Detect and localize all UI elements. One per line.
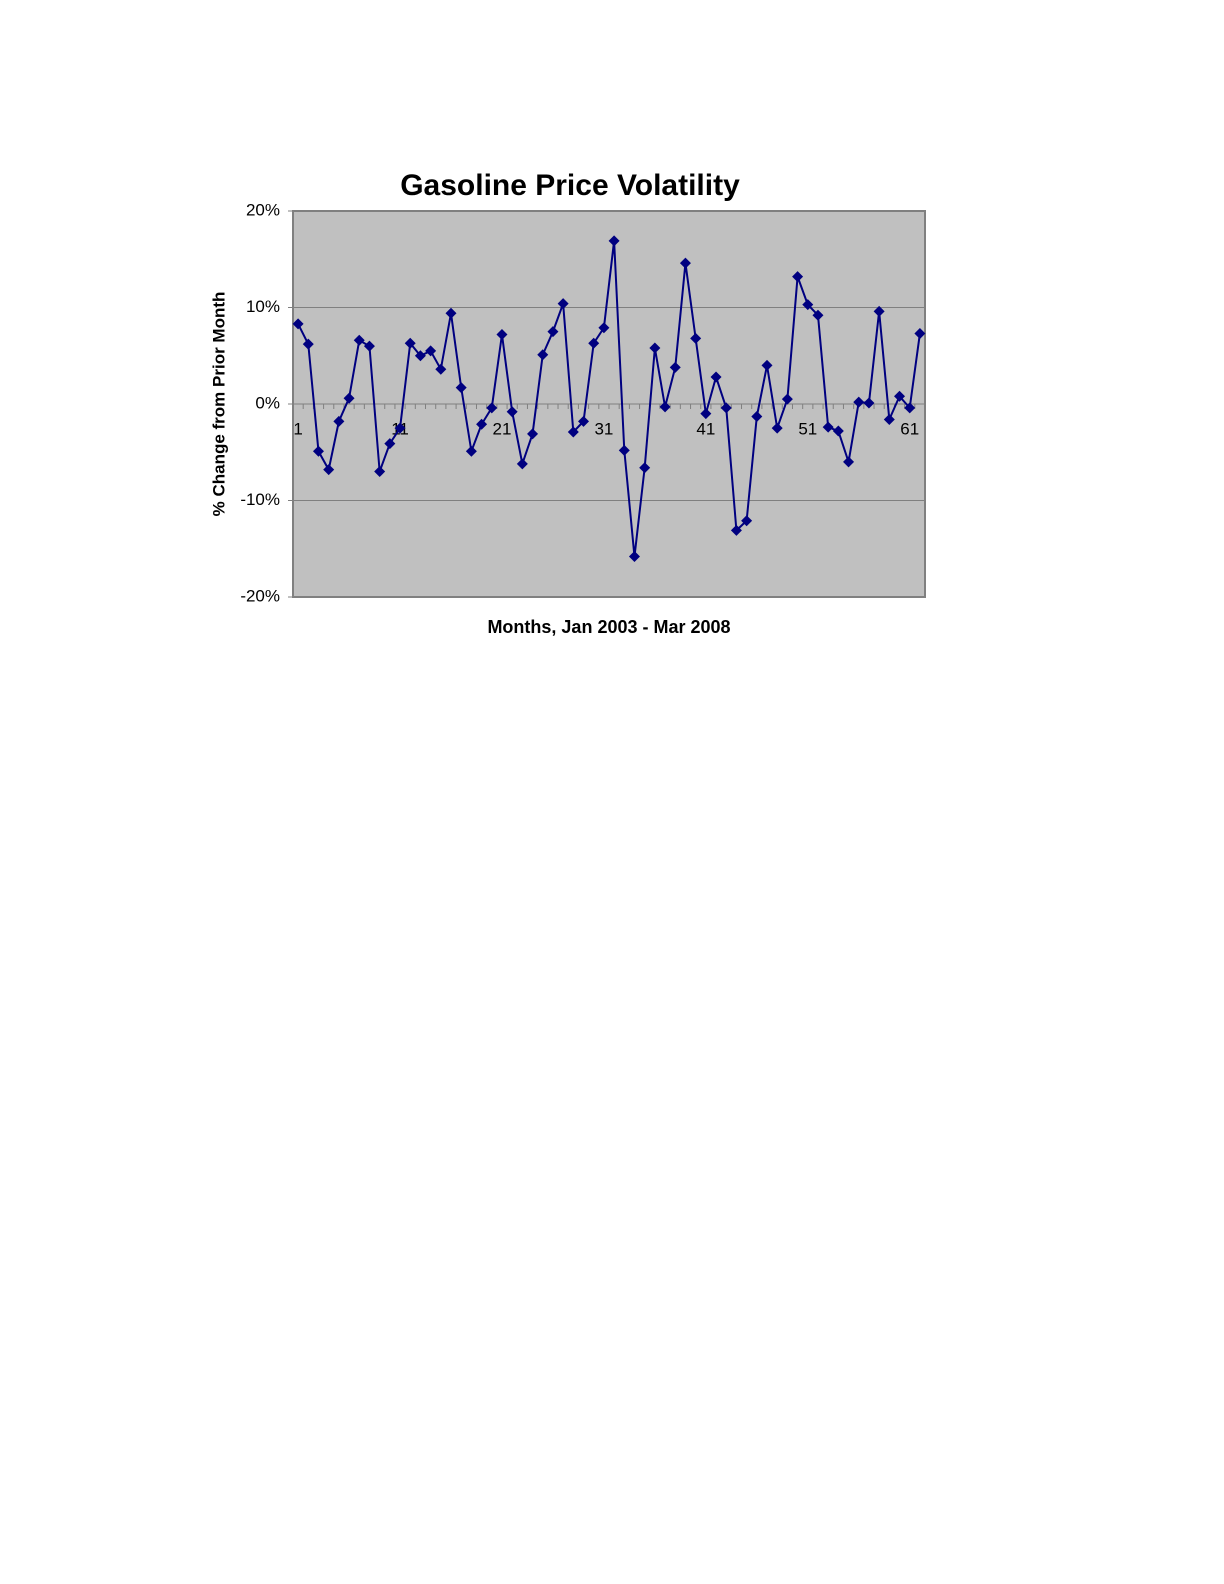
- y-tick-label: 0%: [255, 393, 280, 412]
- data-point: [904, 402, 916, 414]
- x-tick-label: 51: [798, 419, 817, 438]
- y-tick-label: -20%: [240, 586, 280, 605]
- data-point: [414, 350, 426, 362]
- data-point: [353, 334, 365, 346]
- y-tick-label: 10%: [246, 297, 280, 316]
- data-point: [894, 390, 906, 402]
- x-tick-label: 21: [493, 419, 512, 438]
- data-point: [557, 298, 569, 310]
- data-point: [669, 361, 681, 373]
- data-point: [812, 309, 824, 321]
- y-tick-label: -10%: [240, 490, 280, 509]
- data-point: [781, 393, 793, 405]
- data-point: [363, 340, 375, 352]
- data-point: [302, 338, 314, 350]
- data-point: [914, 328, 926, 340]
- data-point: [292, 318, 304, 330]
- data-point: [486, 402, 498, 414]
- x-tick-label: 41: [696, 419, 715, 438]
- data-point: [445, 307, 457, 319]
- data-point: [374, 466, 386, 478]
- data-point: [537, 349, 549, 361]
- data-point: [404, 337, 416, 349]
- data-point: [547, 326, 559, 338]
- data-point: [771, 422, 783, 434]
- data-point: [710, 371, 722, 383]
- data-point: [343, 392, 355, 404]
- data-point: [863, 397, 875, 409]
- data-point: [435, 363, 447, 375]
- x-tick-label: 1: [293, 419, 302, 438]
- x-tick-label: 31: [594, 419, 613, 438]
- data-point: [832, 425, 844, 437]
- data-point: [751, 411, 763, 423]
- data-point: [578, 415, 590, 427]
- data-point: [588, 337, 600, 349]
- data-point: [700, 408, 712, 420]
- x-axis-title: Months, Jan 2003 - Mar 2008: [487, 617, 730, 637]
- data-point: [730, 524, 742, 536]
- chart-title: Gasoline Price Volatility: [400, 169, 740, 202]
- data-point: [741, 515, 753, 527]
- data-point: [792, 271, 804, 283]
- data-point: [690, 332, 702, 344]
- data-point: [883, 413, 895, 425]
- data-point: [822, 421, 834, 433]
- data-point: [312, 445, 324, 457]
- data-point: [679, 257, 691, 269]
- data-point: [659, 401, 671, 413]
- data-point: [628, 550, 640, 562]
- data-point: [618, 444, 630, 456]
- data-point: [608, 235, 620, 247]
- data-point: [476, 418, 488, 430]
- data-point: [567, 426, 579, 438]
- data-point: [843, 456, 855, 468]
- data-point: [873, 305, 885, 317]
- data-point: [496, 329, 508, 341]
- data-point: [455, 382, 467, 394]
- data-point: [527, 428, 539, 440]
- data-point: [720, 402, 732, 414]
- data-point: [649, 342, 661, 354]
- data-point: [465, 445, 477, 457]
- data-point: [853, 396, 865, 408]
- data-point: [761, 359, 773, 371]
- data-point: [639, 462, 651, 474]
- chart: Gasoline Price Volatility Months, Jan 20…: [209, 169, 926, 637]
- y-axis-title: % Change from Prior Month: [209, 292, 228, 517]
- data-point: [323, 464, 335, 476]
- data-point: [333, 415, 345, 427]
- data-point: [516, 458, 528, 470]
- data-point: [506, 406, 518, 418]
- x-tick-label: 61: [900, 419, 919, 438]
- data-point: [598, 322, 610, 334]
- y-tick-label: 20%: [246, 200, 280, 219]
- data-point: [384, 438, 396, 450]
- data-point: [425, 345, 437, 357]
- data-point: [802, 299, 814, 311]
- data-point: [394, 422, 406, 434]
